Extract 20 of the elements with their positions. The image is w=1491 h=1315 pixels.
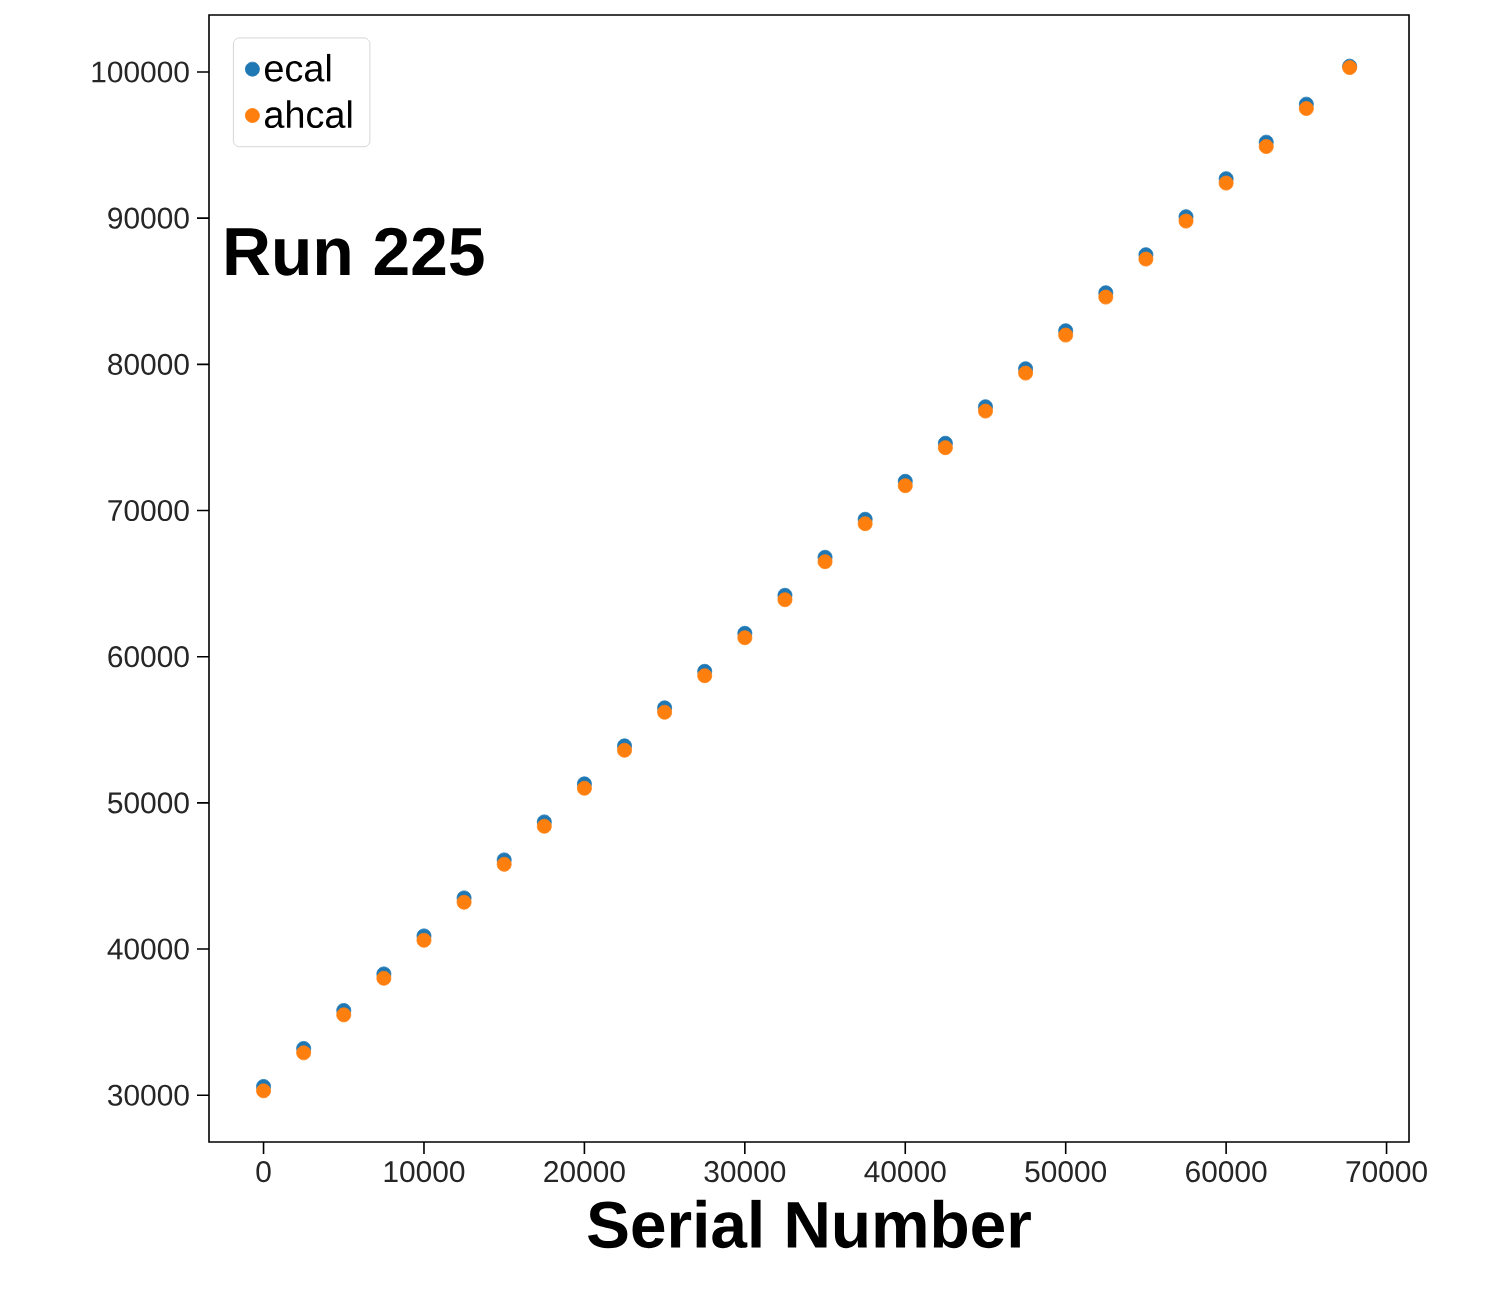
x-tick-label: 10000: [384, 1161, 465, 1183]
legend-label: ahcal: [264, 100, 352, 129]
x-tick-label: 70000: [1346, 1161, 1427, 1183]
y-tick-label: 100000: [92, 61, 189, 83]
x-tick-label: 60000: [1186, 1161, 1267, 1183]
x-tick-label: 20000: [544, 1161, 625, 1183]
y-tick-label: 90000: [108, 207, 189, 229]
x-axis-title: Serial Number: [588, 1199, 1031, 1249]
y-tick-label: 70000: [108, 499, 189, 522]
x-tick-label: 0: [256, 1161, 271, 1183]
x-tick-label: 30000: [704, 1161, 786, 1183]
y-tick-label: 80000: [108, 353, 189, 375]
y-tick-label: 50000: [108, 792, 189, 814]
y-tick-label: 60000: [108, 646, 189, 668]
y-tick-label: 40000: [107, 938, 189, 960]
x-tick-label: 40000: [864, 1161, 946, 1183]
y-tick-label: 30000: [107, 1084, 189, 1106]
x-tick-label: 50000: [1025, 1161, 1107, 1183]
legend-label: ecal: [264, 53, 331, 82]
annotation: Run 225: [226, 227, 484, 276]
